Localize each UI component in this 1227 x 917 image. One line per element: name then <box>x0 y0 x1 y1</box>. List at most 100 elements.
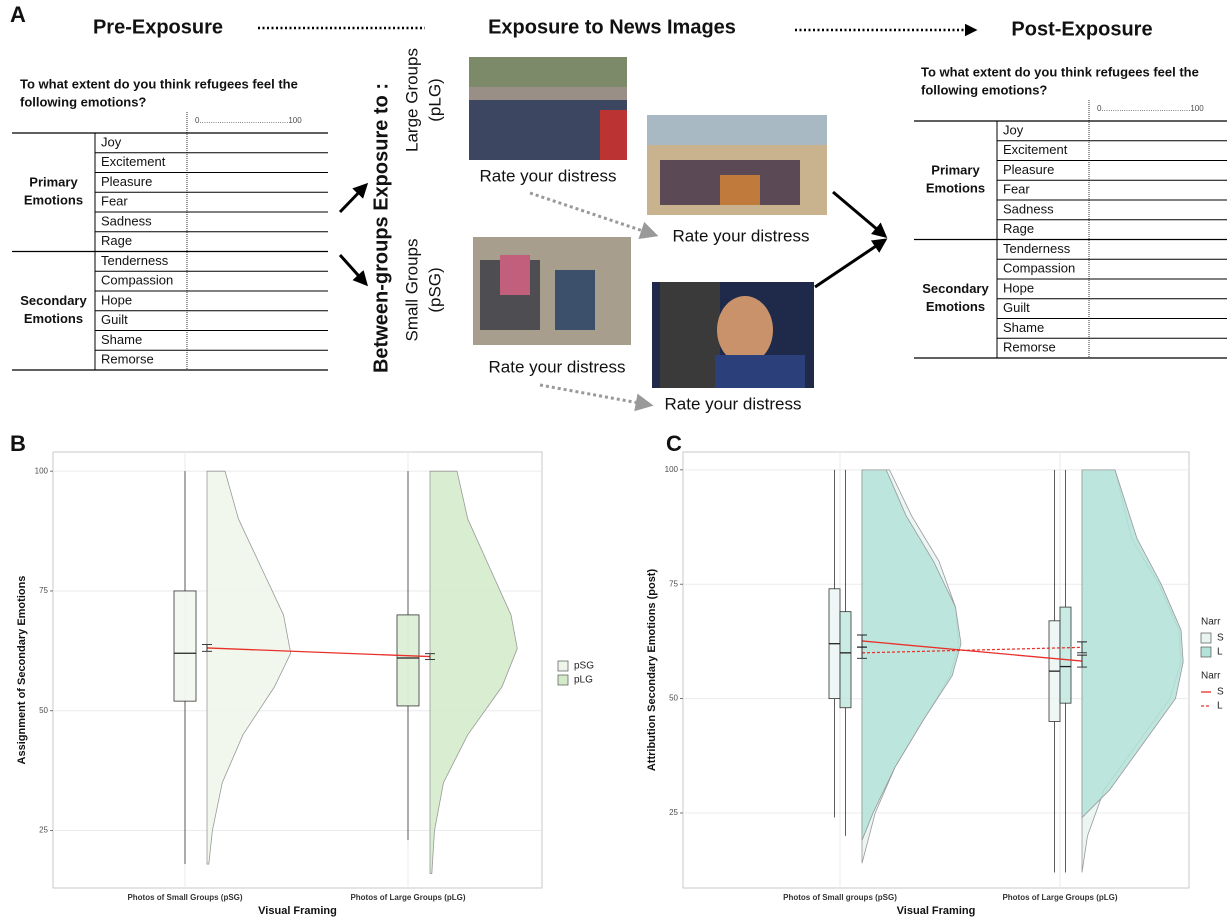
group-label: Secondary <box>20 293 87 308</box>
emotion-item: Shame <box>1003 320 1044 335</box>
legend-swatch <box>557 674 569 686</box>
emotion-item: Guilt <box>101 312 128 327</box>
scale-label: 0.......................................… <box>1097 104 1204 113</box>
prompt: Rate your distress <box>480 166 617 185</box>
density <box>1081 469 1184 819</box>
prompt: Rate your distress <box>673 226 810 245</box>
stage-title: Exposure to News Images <box>488 16 736 38</box>
y-tick-label: 75 <box>669 579 678 588</box>
mean-line <box>861 646 1083 654</box>
emotion-item: Pleasure <box>1003 162 1054 177</box>
x-tick-label: Photos of Large Groups (pLG) <box>350 893 465 902</box>
photo <box>652 282 814 388</box>
group-label: Emotions <box>24 311 83 326</box>
legend-swatch <box>1200 646 1212 658</box>
arrow <box>338 182 369 214</box>
emotion-item: Pleasure <box>101 174 152 189</box>
panel-label: C <box>666 431 682 456</box>
group-label: Large Groups <box>402 48 421 152</box>
arrow <box>814 238 888 289</box>
error-bar <box>202 644 212 652</box>
emotion-item: Guilt <box>1003 300 1030 315</box>
emotion-item: Rage <box>1003 221 1034 236</box>
legend-label: S <box>1217 687 1224 698</box>
y-tick-label: 50 <box>669 694 678 703</box>
emotion-item: Shame <box>101 332 142 347</box>
y-tick-label: 50 <box>39 706 48 715</box>
emotion-item: Hope <box>101 292 132 307</box>
mean-line <box>206 647 431 658</box>
legend-label: L <box>1217 647 1223 658</box>
y-tick-label: 25 <box>39 826 48 835</box>
photo <box>469 57 627 160</box>
group-label: Small Groups <box>402 239 421 342</box>
error-bar <box>1077 641 1087 654</box>
legend-label: S <box>1217 633 1224 644</box>
question: following emotions? <box>20 94 146 109</box>
legend-swatch <box>1200 632 1212 644</box>
x-axis-title: Visual Framing <box>258 905 337 917</box>
emotion-item: Joy <box>1003 122 1024 137</box>
legend-title: Narr <box>1201 617 1221 628</box>
legend-label: pSG <box>574 661 594 672</box>
emotion-item: Tenderness <box>1003 241 1071 256</box>
error-bar <box>425 653 435 660</box>
emotion-item: Compassion <box>1003 261 1075 276</box>
mean-line <box>861 640 1083 662</box>
photo <box>647 115 827 215</box>
density <box>861 469 962 841</box>
y-axis-title: Attribution Secondary Emotions (post) <box>646 569 658 772</box>
emotion-item: Remorse <box>1003 340 1056 355</box>
box <box>173 590 197 702</box>
legend-swatch <box>557 660 569 672</box>
panel-label: B <box>10 431 26 456</box>
dotted-arrow <box>529 191 659 239</box>
arrow <box>338 253 369 287</box>
group-label: Emotions <box>24 193 83 208</box>
density <box>429 470 518 875</box>
group-label: Emotions <box>926 299 985 314</box>
box <box>396 614 420 707</box>
question: To what extent do you think refugees fee… <box>20 76 298 91</box>
scale-label: 0.......................................… <box>195 116 302 125</box>
emotion-item: Sadness <box>1003 201 1054 216</box>
emotion-item: Joy <box>101 134 122 149</box>
x-tick-label: Photos of Small Groups (pSG) <box>127 893 242 902</box>
y-tick-label: 100 <box>35 466 49 475</box>
prompt: Rate your distress <box>489 357 626 376</box>
exposure-title: Between-groups Exposure to : <box>370 83 392 373</box>
panel-label: A <box>10 2 26 27</box>
stage-title: Pre-Exposure <box>93 16 223 38</box>
emotion-item: Compassion <box>101 273 173 288</box>
legend-title: Narr <box>1201 671 1221 682</box>
density <box>206 470 292 865</box>
emotion-item: Excitement <box>101 154 166 169</box>
emotion-item: Fear <box>101 194 128 209</box>
emotion-item: Rage <box>101 233 132 248</box>
emotion-item: Remorse <box>101 352 154 367</box>
y-tick-label: 75 <box>39 586 48 595</box>
box <box>839 611 852 709</box>
group-label: (pSG) <box>425 267 444 312</box>
error-bar <box>1077 654 1087 668</box>
emotion-item: Hope <box>1003 280 1034 295</box>
emotion-item: Tenderness <box>101 253 169 268</box>
emotion-item: Fear <box>1003 182 1030 197</box>
group-label: Emotions <box>926 181 985 196</box>
emotion-item: Excitement <box>1003 142 1068 157</box>
x-axis-title: Visual Framing <box>897 905 976 917</box>
question: To what extent do you think refugees fee… <box>921 64 1199 79</box>
question: following emotions? <box>921 82 1047 97</box>
prompt: Rate your distress <box>665 394 802 413</box>
legend-label: pLG <box>574 675 593 686</box>
y-tick-label: 100 <box>665 465 679 474</box>
dotted-arrow <box>539 383 654 412</box>
legend-label: L <box>1217 701 1223 712</box>
error-bar <box>857 646 867 659</box>
stage-title: Post-Exposure <box>1011 18 1152 40</box>
photo <box>473 237 631 345</box>
y-axis-title: Assignment of Secondary Emotions <box>16 576 28 765</box>
group-label: Primary <box>931 163 980 178</box>
group-label: Primary <box>29 175 78 190</box>
